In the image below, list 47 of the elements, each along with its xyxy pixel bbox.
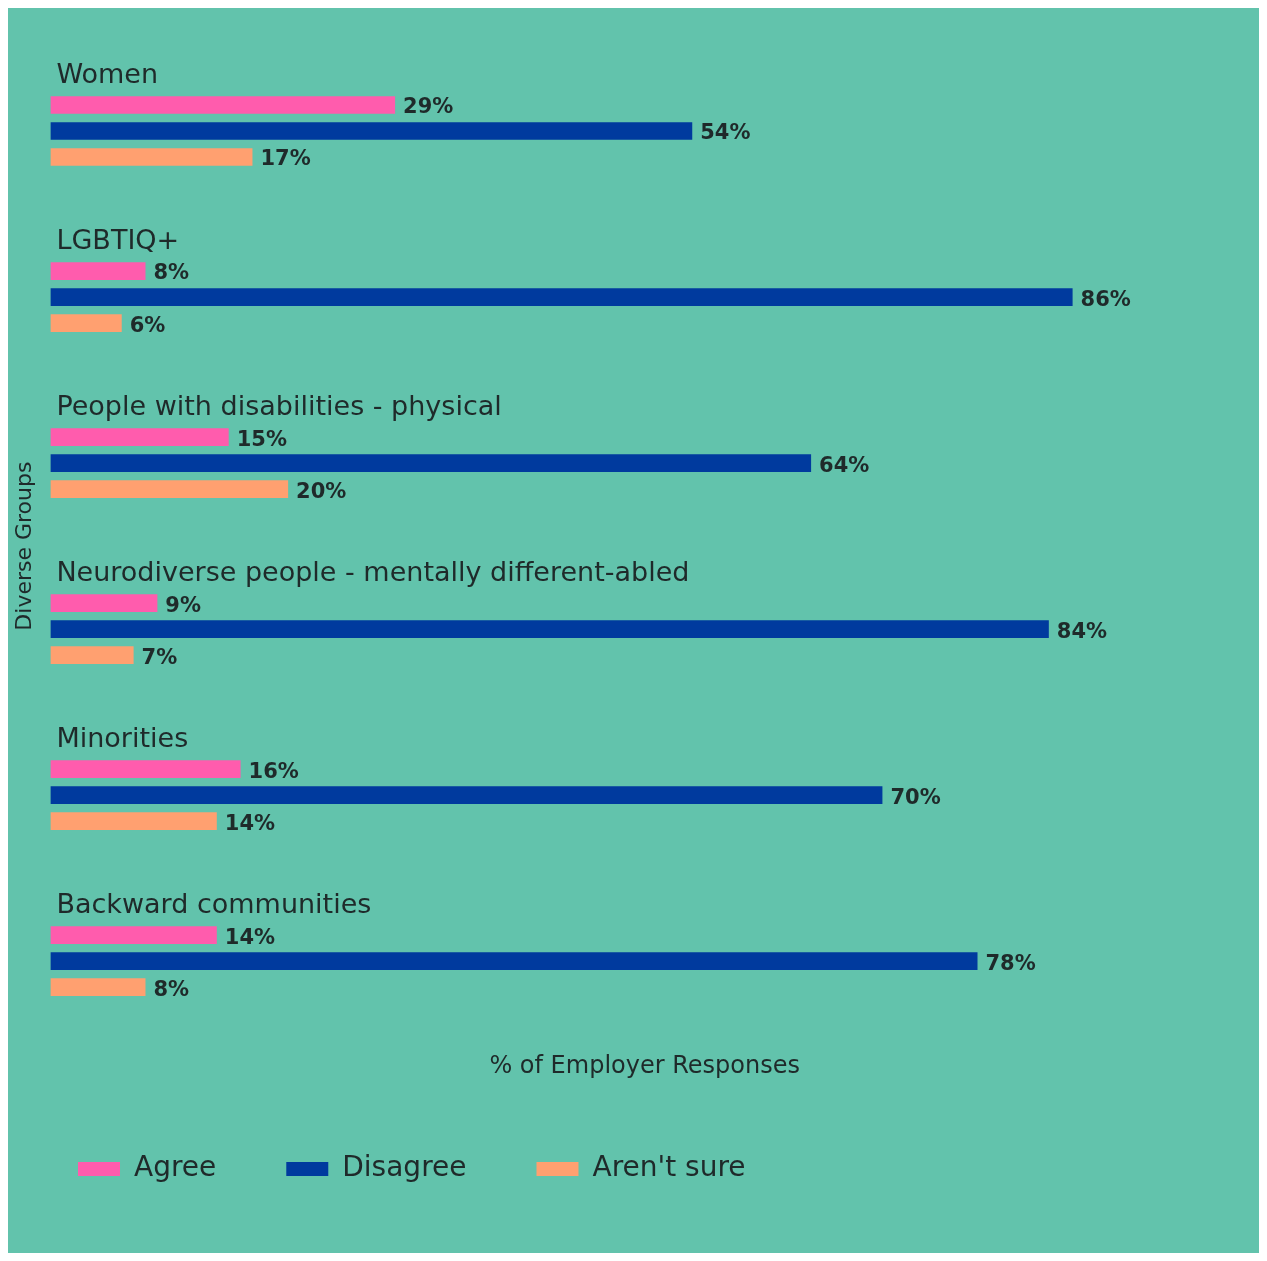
y-tick-label: LGBTIQ+ — [56, 224, 180, 256]
data-label: 54% — [700, 120, 751, 145]
bar — [50, 428, 229, 446]
y-tick-label: Women — [56, 58, 159, 90]
bar — [50, 812, 217, 831]
bar — [50, 620, 1049, 638]
data-label: 8% — [153, 976, 190, 1001]
bar — [50, 646, 134, 664]
x-axis-title: % of Employer Responses — [489, 1050, 800, 1079]
bar — [50, 760, 241, 778]
bar — [50, 122, 693, 140]
data-label: 6% — [129, 312, 166, 337]
data-label: 15% — [236, 426, 287, 451]
bar — [50, 926, 217, 945]
data-label: 84% — [1056, 618, 1108, 643]
data-label: 86% — [1080, 286, 1131, 311]
y-tick-label: People with disabilities - physical — [56, 390, 502, 422]
data-label: 14% — [224, 810, 276, 835]
y-tick-label: Neurodiverse people - mentally different-abled — [56, 556, 690, 588]
data-label: 64% — [819, 452, 870, 477]
legend-label: Aren't sure — [592, 1150, 746, 1184]
bar — [50, 96, 396, 114]
data-label: 9% — [165, 592, 202, 617]
bar — [50, 262, 146, 280]
bar — [50, 148, 253, 166]
bar — [50, 454, 812, 472]
legend-label: Agree — [134, 1150, 217, 1184]
data-label: 20% — [296, 478, 347, 503]
bar — [50, 978, 146, 997]
bar — [50, 480, 289, 498]
data-label: 17% — [260, 146, 311, 171]
legend-label: Disagree — [342, 1150, 467, 1184]
bar — [50, 288, 1073, 306]
y-axis-title: Diverse Groups — [10, 461, 36, 631]
bar — [50, 594, 158, 612]
data-label: 70% — [890, 784, 941, 809]
y-tick-label: Minorities — [56, 722, 189, 754]
data-label: 78% — [985, 950, 1036, 975]
data-label: 7% — [141, 644, 178, 669]
data-label: 29% — [403, 94, 454, 119]
data-label: 14% — [224, 924, 276, 949]
data-label: 8% — [153, 260, 190, 285]
bar — [50, 314, 122, 332]
data-label: 16% — [248, 758, 299, 783]
bar — [50, 786, 883, 804]
bar — [50, 952, 978, 971]
y-tick-label: Backward communities — [56, 888, 372, 920]
